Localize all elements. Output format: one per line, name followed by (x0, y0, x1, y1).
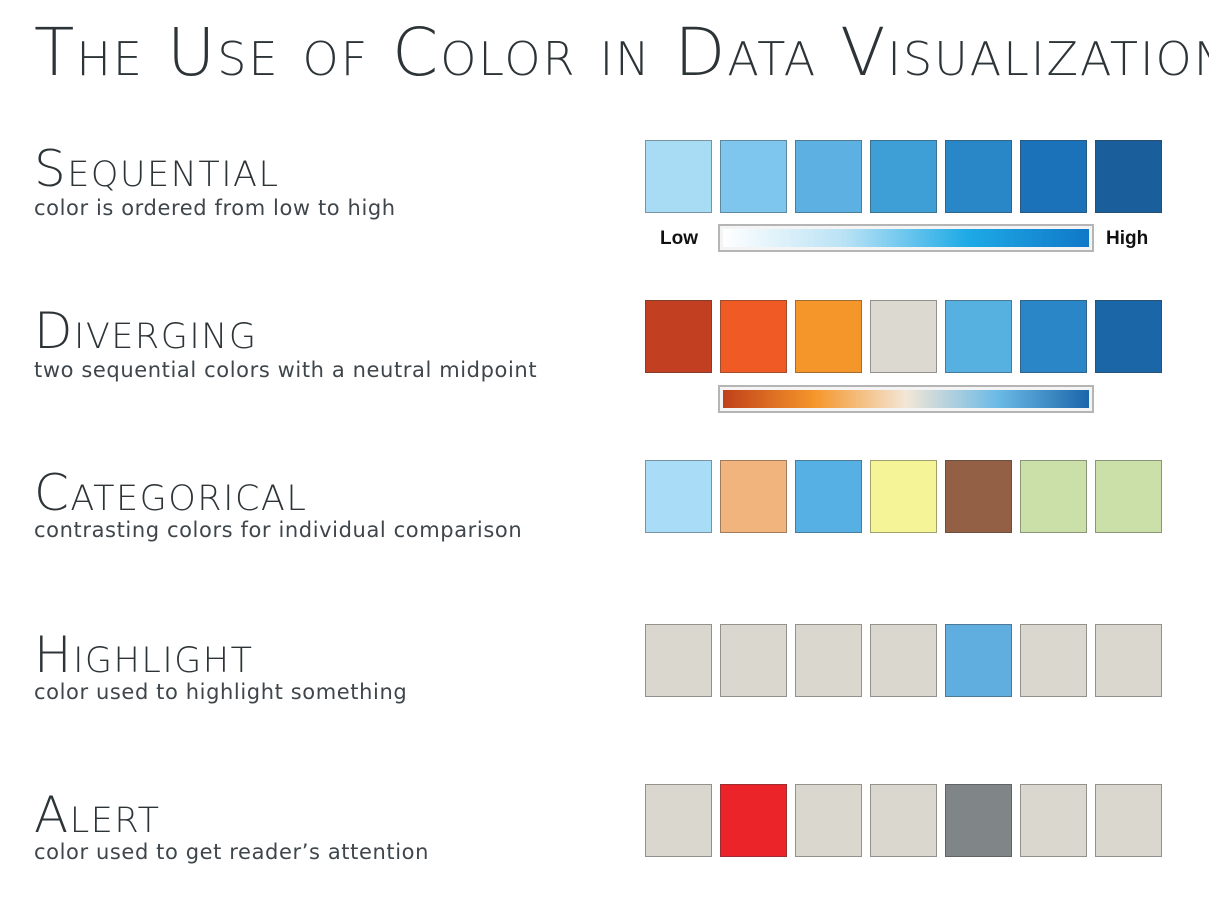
color-swatch (720, 140, 787, 213)
color-swatch (945, 460, 1012, 533)
color-swatch (1020, 624, 1087, 697)
swatch-row (645, 624, 1162, 698)
color-swatch (795, 460, 862, 533)
color-swatch (1095, 624, 1162, 697)
section-title: Alert (34, 786, 161, 844)
color-swatch (945, 140, 1012, 213)
gradient-ramp (718, 385, 1094, 413)
gradient-ramp (718, 224, 1094, 252)
color-swatch (1020, 460, 1087, 533)
swatch-row (645, 140, 1162, 214)
color-swatch (1095, 140, 1162, 213)
section-description: color used to highlight something (34, 680, 408, 704)
swatch-row (645, 784, 1162, 858)
color-swatch (720, 784, 787, 857)
color-swatch (945, 300, 1012, 373)
gradient-ramp-fill (723, 390, 1089, 408)
color-swatch (645, 624, 712, 697)
color-swatch (795, 140, 862, 213)
ramp-low-label: Low (660, 228, 698, 249)
swatch-row (645, 460, 1162, 534)
color-swatch (795, 300, 862, 373)
section-title: Sequential (34, 140, 280, 198)
swatch-row (645, 300, 1162, 374)
color-swatch (645, 140, 712, 213)
section-title: Highlight (34, 626, 254, 684)
color-swatch (645, 300, 712, 373)
color-swatch (870, 784, 937, 857)
color-swatch (795, 624, 862, 697)
color-swatch (1020, 140, 1087, 213)
color-swatch (1095, 300, 1162, 373)
color-swatch (870, 300, 937, 373)
section-description: contrasting colors for individual compar… (34, 518, 523, 542)
color-swatch (870, 624, 937, 697)
color-swatch (795, 784, 862, 857)
color-swatch (1020, 784, 1087, 857)
color-swatch (945, 624, 1012, 697)
color-swatch (945, 784, 1012, 857)
color-swatch (1020, 300, 1087, 373)
section-description: two sequential colors with a neutral mid… (34, 358, 538, 382)
section-title: Categorical (34, 464, 308, 522)
color-swatch (1095, 460, 1162, 533)
section-description: color used to get reader’s attention (34, 840, 430, 864)
color-swatch (645, 460, 712, 533)
color-swatch (870, 460, 937, 533)
page-title: The Use of Color in Data Visualization (34, 14, 1209, 91)
color-swatch (720, 460, 787, 533)
color-swatch (870, 140, 937, 213)
color-swatch (720, 300, 787, 373)
section-description: color is ordered from low to high (34, 196, 396, 220)
color-swatch (720, 624, 787, 697)
ramp-high-label: High (1106, 228, 1149, 249)
color-swatch (645, 784, 712, 857)
gradient-ramp-fill (723, 229, 1089, 247)
color-swatch (1095, 784, 1162, 857)
section-title: Diverging (34, 302, 258, 360)
